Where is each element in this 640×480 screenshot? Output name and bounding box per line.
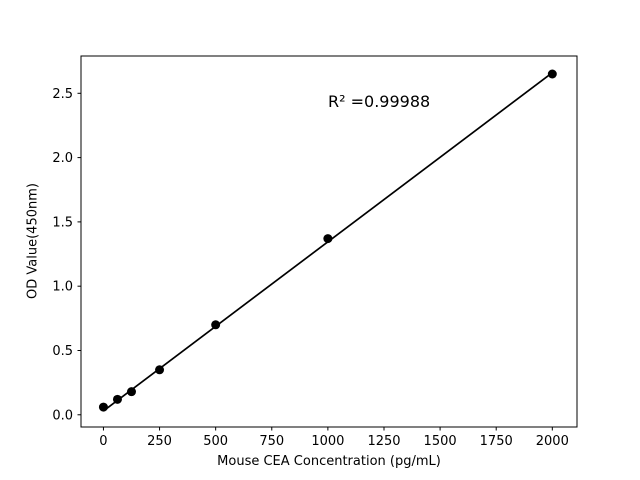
y-tick-label: 1.0: [52, 280, 73, 295]
data-point: [211, 320, 221, 330]
x-tick-label: 500: [203, 434, 228, 449]
y-tick-label: 2.5: [52, 87, 73, 102]
x-axis-label: Mouse CEA Concentration (pg/mL): [217, 454, 441, 469]
x-tick-label: 250: [147, 434, 172, 449]
data-point: [126, 387, 136, 397]
r-squared-annotation: R² =0.99988: [328, 92, 431, 111]
y-axis-label: OD Value(450nm): [25, 183, 41, 299]
plot-border: [80, 55, 578, 428]
data-point: [323, 234, 333, 244]
y-tick-label: 2.0: [52, 151, 73, 166]
x-tick-label: 1250: [367, 434, 400, 449]
data-point: [112, 394, 122, 404]
x-tick-label: 1500: [424, 434, 457, 449]
y-tick-label: 0.0: [52, 408, 73, 423]
y-tick-label: 1.5: [52, 215, 73, 230]
x-tick-label: 1000: [311, 434, 344, 449]
data-point: [98, 402, 108, 412]
y-tick-label: 0.5: [52, 344, 73, 359]
x-tick-label: 750: [259, 434, 284, 449]
data-point: [155, 365, 165, 375]
x-tick-label: 2000: [536, 434, 569, 449]
x-tick-label: 1750: [480, 434, 513, 449]
x-tick-label: 0: [99, 434, 107, 449]
data-point: [547, 69, 557, 79]
